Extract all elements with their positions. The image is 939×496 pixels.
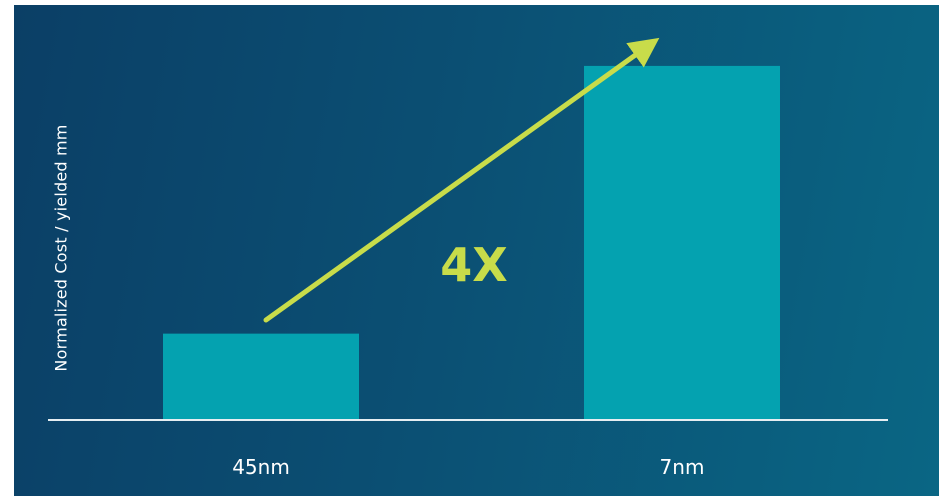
x-tick-label-45nm: 45nm: [232, 455, 290, 479]
bar-45nm: [163, 333, 359, 420]
bars-group: [163, 65, 780, 420]
x-tick-labels: 45nm 7nm: [232, 455, 704, 479]
growth-arrow: [263, 37, 660, 323]
x-tick-label-7nm: 7nm: [660, 455, 705, 479]
growth-annotation-label: 4X: [440, 238, 507, 292]
bar-7nm: [584, 65, 780, 420]
